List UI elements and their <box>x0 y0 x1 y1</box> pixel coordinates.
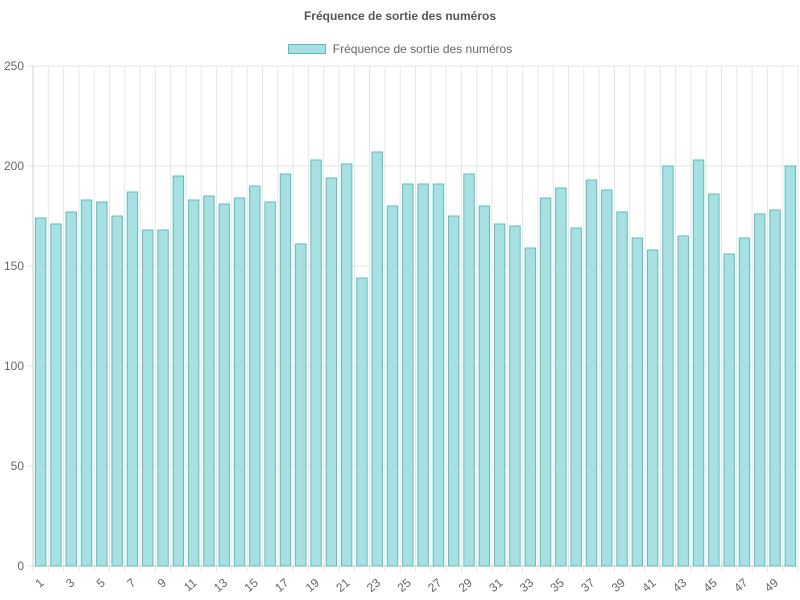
x-tick-label: 41 <box>639 575 658 595</box>
y-tick-label: 50 <box>11 459 25 473</box>
legend-swatch <box>287 44 326 54</box>
bar-7[interactable] <box>126 191 139 567</box>
x-tick-label: 13 <box>211 575 230 595</box>
bar-45[interactable] <box>708 193 720 567</box>
bar-25[interactable] <box>402 183 414 567</box>
x-tick-label: 37 <box>578 575 597 595</box>
bar-31[interactable] <box>493 223 506 567</box>
x-tick-label: 47 <box>731 575 750 595</box>
bar-16[interactable] <box>264 201 276 567</box>
y-tick-label: 150 <box>4 259 24 273</box>
x-tick-label: 35 <box>548 575 567 595</box>
bar-46[interactable] <box>723 253 735 567</box>
bar-5[interactable] <box>96 201 108 567</box>
bar-9[interactable] <box>157 229 169 567</box>
y-tick-label: 250 <box>4 59 24 73</box>
bar-18[interactable] <box>295 243 307 567</box>
y-axis: 0 50 100 150 200 250 <box>4 59 34 573</box>
x-tick-label: 7 <box>124 575 138 590</box>
x-tick-label: 43 <box>670 575 689 595</box>
bar-47[interactable] <box>738 237 751 567</box>
x-tick-label: 3 <box>63 575 77 590</box>
bar-32[interactable] <box>509 225 521 567</box>
x-tick-label: 27 <box>425 575 444 595</box>
bar-28[interactable] <box>448 215 460 567</box>
bar-41[interactable] <box>646 249 659 567</box>
bar-50[interactable] <box>784 165 797 567</box>
bar-40[interactable] <box>631 237 644 567</box>
bar-49[interactable] <box>769 209 781 567</box>
x-tick-label: 19 <box>303 575 322 595</box>
bars <box>34 151 797 567</box>
bar-1[interactable] <box>34 217 47 567</box>
bar-4[interactable] <box>80 199 93 567</box>
bar-15[interactable] <box>249 185 261 567</box>
bar-14[interactable] <box>233 197 246 567</box>
chart-title: Fréquence de sortie des numéros <box>303 9 497 23</box>
x-tick-label: 31 <box>486 575 505 595</box>
y-tick-label: 0 <box>17 559 24 573</box>
bar-43[interactable] <box>677 235 689 567</box>
x-tick-label: 17 <box>272 575 291 595</box>
bar-38[interactable] <box>601 189 613 567</box>
bar-13[interactable] <box>218 203 230 567</box>
x-tick-label: 11 <box>181 575 200 594</box>
bar-34[interactable] <box>539 197 552 567</box>
x-tick-label: 33 <box>517 575 536 595</box>
bar-12[interactable] <box>203 195 215 567</box>
bar-11[interactable] <box>187 199 200 567</box>
bar-36[interactable] <box>570 227 582 567</box>
x-tick-label: 23 <box>364 575 383 595</box>
bar-35[interactable] <box>555 187 567 567</box>
bar-24[interactable] <box>386 205 399 567</box>
x-tick-label: 15 <box>242 575 261 595</box>
x-tick-label: 21 <box>333 575 352 595</box>
x-tick-label: 29 <box>456 575 475 595</box>
legend[interactable]: Fréquence de sortie des numéros <box>0 42 800 56</box>
bar-27[interactable] <box>432 183 445 567</box>
bar-17[interactable] <box>279 173 292 567</box>
bar-37[interactable] <box>585 179 598 567</box>
x-tick-label: 25 <box>395 575 414 595</box>
x-tick-label: 45 <box>701 575 720 595</box>
x-tick-label: 9 <box>155 575 169 590</box>
bar-23[interactable] <box>371 151 383 567</box>
bar-42[interactable] <box>662 165 674 567</box>
bar-6[interactable] <box>111 215 123 567</box>
bar-26[interactable] <box>417 183 429 567</box>
bar-2[interactable] <box>50 223 62 567</box>
bar-3[interactable] <box>65 211 77 567</box>
bar-10[interactable] <box>172 175 185 567</box>
bar-19[interactable] <box>310 159 322 567</box>
bar-8[interactable] <box>142 229 154 567</box>
bar-44[interactable] <box>692 159 705 567</box>
x-tick-label: 39 <box>609 575 628 595</box>
bar-21[interactable] <box>340 163 353 567</box>
x-tick-label: 49 <box>762 575 781 595</box>
x-tick-label: 5 <box>94 575 108 590</box>
bar-39[interactable] <box>616 211 628 567</box>
bar-29[interactable] <box>463 173 475 567</box>
bar-22[interactable] <box>356 277 368 567</box>
x-tick-label: 1 <box>32 575 46 590</box>
bar-30[interactable] <box>478 205 491 567</box>
y-tick-label: 200 <box>4 159 24 173</box>
y-tick-label: 100 <box>4 359 24 373</box>
bar-48[interactable] <box>754 213 766 567</box>
bar-20[interactable] <box>325 177 338 567</box>
bar-33[interactable] <box>524 247 536 567</box>
legend-label: Fréquence de sortie des numéros <box>332 42 513 56</box>
